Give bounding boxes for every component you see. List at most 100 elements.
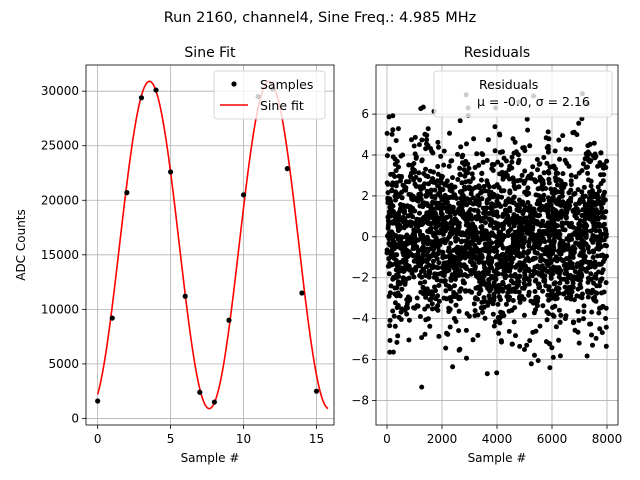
residual-point [540, 303, 546, 309]
residual-point [447, 130, 452, 136]
residual-point [555, 285, 561, 291]
residual-point [452, 216, 458, 222]
residual-point [585, 149, 591, 155]
residual-point [592, 290, 598, 296]
residual-point [581, 316, 586, 322]
residual-point [471, 301, 477, 307]
residual-point [462, 238, 468, 244]
residual-point [501, 155, 507, 161]
residual-point [603, 343, 609, 349]
residual-point [475, 209, 481, 215]
residual-point [513, 333, 518, 339]
residual-point [435, 307, 441, 313]
residual-point [539, 268, 545, 274]
residual-point [406, 162, 412, 168]
sample-point [109, 315, 115, 321]
residual-point [576, 227, 582, 233]
y-tick-label: −8 [351, 393, 369, 407]
residual-point [516, 157, 522, 163]
residual-point [598, 150, 604, 156]
residual-point [459, 245, 465, 251]
residual-point [435, 183, 441, 189]
residual-point [436, 200, 442, 206]
y-tick-label: 0 [361, 230, 369, 244]
residual-point [425, 211, 431, 217]
x-tick-label: 0 [383, 432, 391, 446]
residual-point [479, 151, 485, 157]
residual-point [597, 279, 603, 284]
residual-point [504, 273, 509, 279]
residual-point [448, 240, 454, 246]
residual-point [577, 282, 583, 288]
residual-point [471, 207, 477, 213]
sample-point [168, 169, 174, 175]
residual-point [535, 167, 540, 173]
x-tick-label: 6000 [537, 432, 568, 446]
residual-point [580, 193, 586, 199]
residual-point [460, 210, 466, 215]
residual-point [528, 361, 534, 367]
residual-point [449, 229, 455, 235]
residual-point [389, 131, 395, 137]
residual-point [476, 202, 482, 208]
residual-point [427, 269, 433, 275]
residual-point [420, 259, 426, 265]
residual-point [597, 160, 603, 166]
residual-point [480, 159, 486, 165]
residual-point [460, 199, 466, 205]
residual-point [417, 314, 423, 319]
residual-point [487, 205, 493, 211]
residual-point [519, 238, 525, 244]
residual-point [437, 205, 443, 211]
residual-point [589, 332, 594, 338]
residual-point [556, 337, 562, 343]
residual-point [410, 166, 416, 172]
residual-point [589, 309, 595, 315]
residual-point [537, 161, 543, 167]
residual-point [599, 223, 605, 229]
residual-point [602, 226, 608, 232]
residual-point [533, 277, 539, 283]
residual-point [590, 342, 595, 348]
residual-point [578, 274, 584, 280]
residual-point [545, 292, 551, 298]
residual-point [427, 168, 433, 174]
residual-point [417, 222, 423, 228]
residual-point [472, 165, 478, 170]
residual-point [466, 253, 471, 259]
residual-point [400, 219, 406, 225]
residual-point [489, 265, 495, 271]
residual-point [581, 184, 587, 190]
residual-point [514, 213, 520, 219]
residual-point [455, 151, 460, 157]
residual-point [394, 339, 400, 345]
residual-point [422, 306, 428, 312]
residual-point [428, 253, 434, 259]
residual-point [472, 313, 478, 319]
residual-point [527, 338, 533, 344]
residual-point [431, 246, 437, 252]
sine-fit-ylabel: ADC Counts [14, 209, 28, 281]
residual-point [411, 177, 417, 183]
residual-point [595, 163, 601, 169]
residual-point [427, 297, 433, 303]
residual-point [566, 190, 572, 196]
residual-point [515, 233, 521, 239]
residual-point [596, 269, 601, 275]
residual-point [519, 172, 525, 178]
residual-point [507, 244, 513, 250]
residual-point [543, 135, 549, 141]
residual-point [495, 159, 501, 165]
residual-point [571, 297, 577, 303]
residual-point [518, 296, 523, 302]
residual-point [397, 265, 403, 271]
residual-point [387, 204, 393, 210]
residual-point [481, 299, 487, 305]
residual-point [540, 247, 546, 253]
residual-point [512, 249, 518, 255]
residual-point [572, 213, 578, 219]
residual-point [457, 118, 463, 124]
residual-point [522, 217, 527, 223]
residual-point [520, 145, 526, 151]
residual-point [603, 209, 609, 215]
